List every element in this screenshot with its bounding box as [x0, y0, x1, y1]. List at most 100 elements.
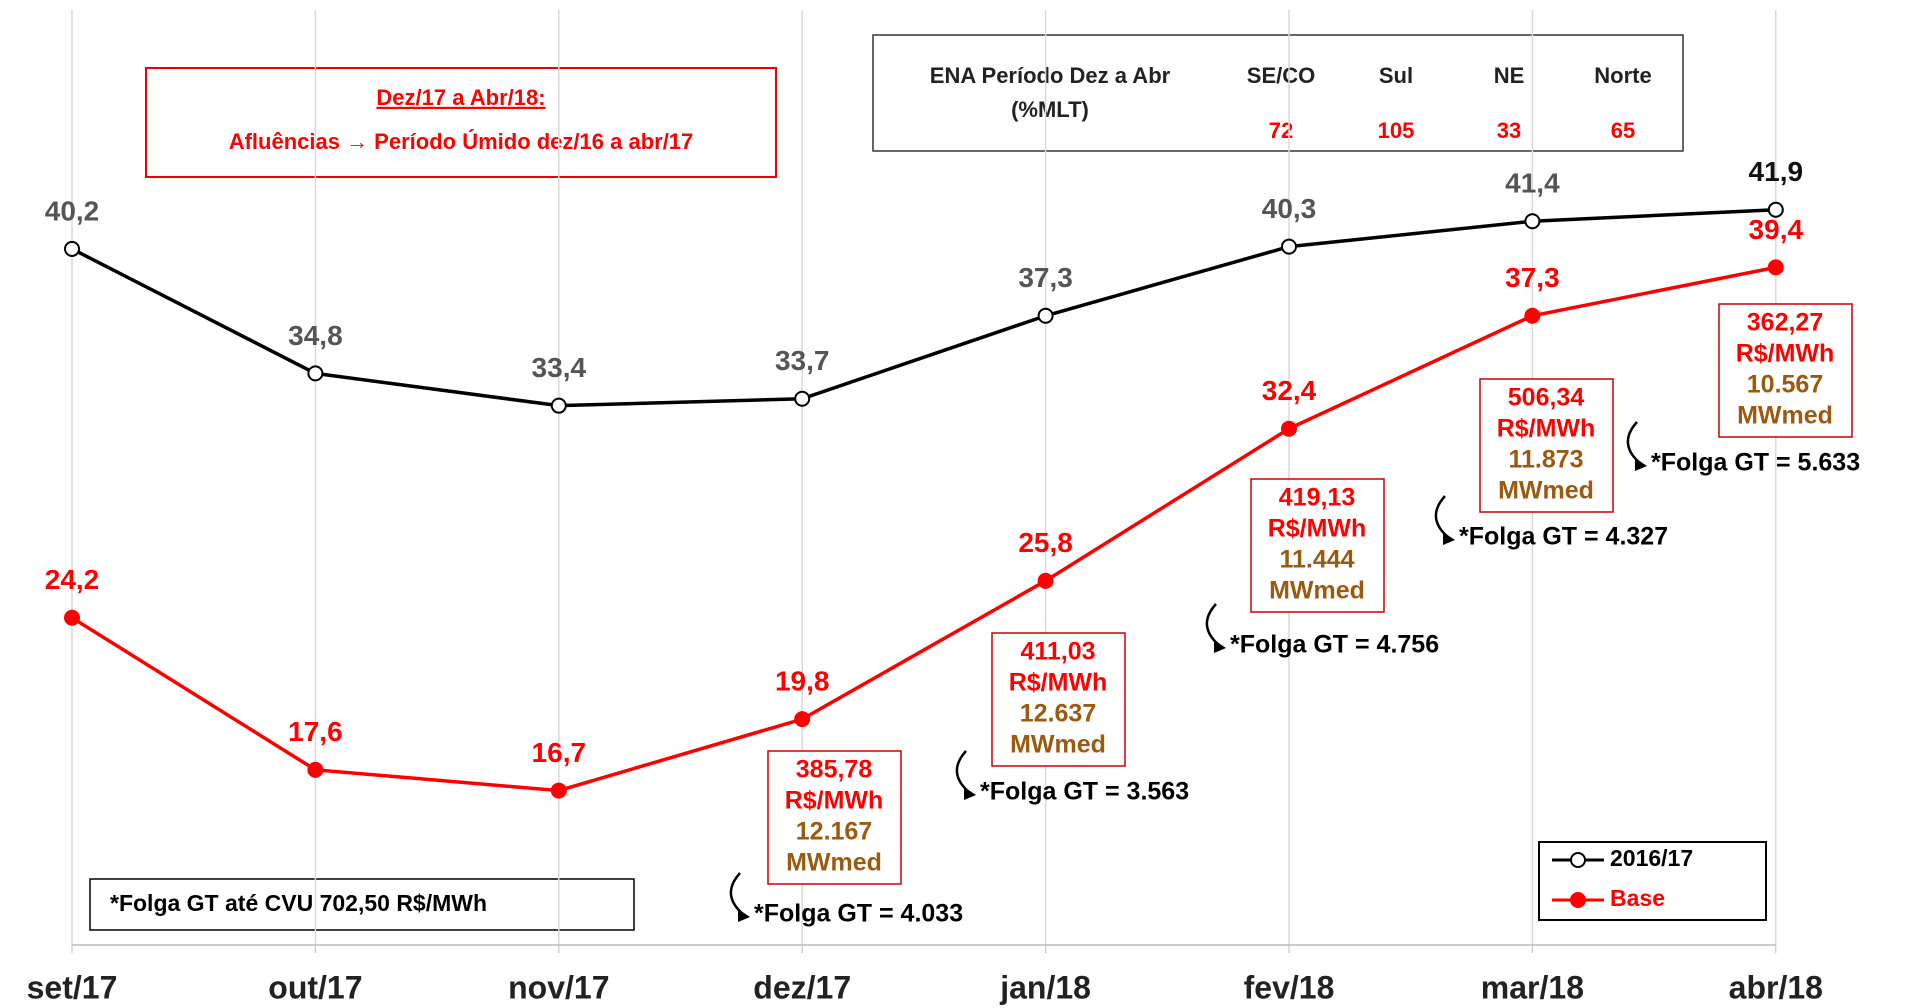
- series-line: [71, 265, 1777, 793]
- arrow-head: [1443, 532, 1455, 545]
- arrow-head: [1635, 458, 1647, 471]
- x-tick-label: mar/18: [1481, 969, 1584, 1005]
- ena-title: ENA Período Dez a Abr: [930, 63, 1171, 88]
- legend-marker: [1570, 892, 1586, 908]
- marker: [1524, 213, 1541, 230]
- annotation-price: 385,78: [796, 756, 873, 784]
- arrow: [1434, 495, 1450, 539]
- data-label: 41,4: [1505, 168, 1560, 199]
- annotation-power: 12.637: [1020, 700, 1096, 728]
- annotation-power-unit: MWmed: [786, 849, 882, 877]
- arrow-head: [964, 787, 976, 800]
- annotation-price: 411,03: [1020, 638, 1095, 666]
- ena-subtitle: (%MLT): [1011, 97, 1089, 122]
- data-label: 39,4: [1749, 214, 1804, 245]
- marker: [550, 782, 567, 799]
- data-label: 41,9: [1749, 156, 1804, 187]
- marker: [1037, 572, 1054, 589]
- legend-label: 2016/17: [1610, 845, 1693, 871]
- annotation-power: 12.167: [796, 818, 872, 846]
- ena-header: SE/CO: [1247, 63, 1315, 88]
- data-label: 19,8: [775, 666, 830, 697]
- arrow: [1205, 603, 1221, 647]
- data-label: 34,8: [288, 320, 343, 351]
- ena-header: Sul: [1379, 63, 1413, 88]
- annotation-power: 11.444: [1279, 546, 1354, 574]
- arrow: [1626, 421, 1642, 465]
- folga-label: *Folga GT = 3.563: [980, 778, 1189, 806]
- arrow-head: [1214, 640, 1226, 653]
- info-box: [145, 67, 777, 178]
- data-label: 24,2: [45, 564, 100, 595]
- ena-header: NE: [1494, 63, 1525, 88]
- x-tick-label: fev/18: [1244, 969, 1335, 1005]
- arrow: [729, 872, 745, 916]
- annotation-power-unit: MWmed: [1498, 477, 1594, 505]
- data-label: 40,2: [45, 195, 100, 226]
- ena-value: 33: [1497, 118, 1521, 143]
- marker: [64, 609, 80, 626]
- annotation-power-unit: MWmed: [1737, 402, 1833, 430]
- annotation-unit: R$/MWh: [1009, 669, 1108, 697]
- x-tick-label: out/17: [268, 969, 362, 1005]
- ena-table: [872, 34, 1684, 152]
- ena-value: 105: [1378, 118, 1415, 143]
- annotation-unit: R$/MWh: [785, 787, 884, 815]
- note-box: [89, 878, 635, 931]
- annotation-box: [1250, 478, 1385, 613]
- data-label: 33,4: [532, 352, 587, 383]
- legend-marker: [1570, 852, 1586, 868]
- marker: [550, 397, 567, 414]
- marker: [1767, 201, 1784, 218]
- annotation-price: 419,13: [1279, 484, 1355, 512]
- x-tick-label: set/17: [27, 969, 118, 1005]
- marker: [1037, 307, 1054, 324]
- folga-label: *Folga GT = 4.327: [1459, 523, 1668, 551]
- data-label: 40,3: [1262, 193, 1317, 224]
- annotation-box: [767, 750, 902, 885]
- marker: [307, 761, 324, 778]
- annotation-power: 10.567: [1747, 371, 1823, 399]
- annotation-box: [1479, 378, 1614, 513]
- annotation-power-unit: MWmed: [1269, 577, 1365, 605]
- marker: [1524, 307, 1541, 324]
- note: *Folga GT até CVU 702,50 R$/MWh: [110, 890, 487, 916]
- data-label: 37,3: [1505, 262, 1560, 293]
- annotation-box: [991, 632, 1126, 767]
- x-tick-label: abr/18: [1729, 969, 1823, 1005]
- marker: [1767, 259, 1784, 276]
- x-tick-label: nov/17: [508, 969, 609, 1005]
- arrow-head: [738, 909, 750, 922]
- annotation-unit: R$/MWh: [1268, 515, 1367, 543]
- data-label: 16,7: [532, 737, 587, 768]
- marker: [1281, 420, 1297, 437]
- folga-label: *Folga GT = 5.633: [1651, 449, 1860, 477]
- arrow: [955, 750, 971, 794]
- annotation-price: 362,27: [1747, 309, 1823, 337]
- annotation-unit: R$/MWh: [1736, 340, 1835, 368]
- folga-label: *Folga GT = 4.033: [754, 900, 963, 928]
- series-line: [71, 207, 1776, 408]
- annotation-price: 506,34: [1508, 384, 1585, 412]
- info-title: Dez/17 a Abr/18:: [376, 85, 545, 110]
- marker: [794, 390, 811, 407]
- data-label: 32,4: [1262, 375, 1317, 406]
- ena-value: 65: [1611, 118, 1635, 143]
- info-text: Afluências → Período Úmido dez/16 a abr/…: [229, 129, 694, 154]
- data-label: 37,3: [1018, 262, 1073, 293]
- ena-header: Norte: [1594, 63, 1651, 88]
- marker: [794, 711, 811, 728]
- data-label: 25,8: [1018, 527, 1073, 558]
- marker: [1281, 238, 1297, 255]
- data-label: 17,6: [288, 716, 343, 747]
- legend-label: Base: [1610, 885, 1665, 911]
- marker: [64, 240, 80, 257]
- annotation-power: 11.873: [1508, 446, 1583, 474]
- folga-label: *Folga GT = 4.756: [1230, 631, 1439, 659]
- x-tick-label: jan/18: [999, 969, 1091, 1005]
- x-tick-label: dez/17: [753, 969, 851, 1005]
- annotation-unit: R$/MWh: [1497, 415, 1596, 443]
- marker: [307, 365, 324, 382]
- annotation-power-unit: MWmed: [1010, 731, 1106, 759]
